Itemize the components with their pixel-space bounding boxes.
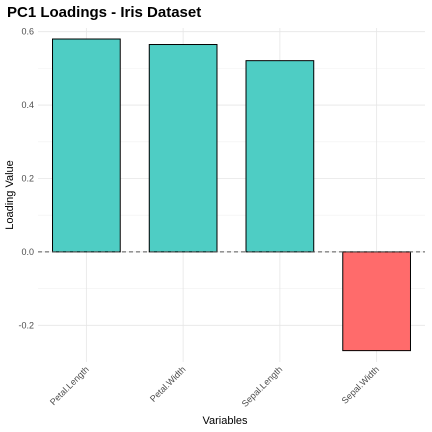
x-tick-label: Petal.Length [48,364,91,407]
x-tick-label: Petal.Width [148,364,188,404]
y-tick-label: 0.2 [21,173,34,183]
chart-title: PC1 Loadings - Iris Dataset [7,4,201,21]
y-axis-title: Loading Value [4,160,16,230]
x-axis-title: Variables [202,415,248,427]
y-tick-label: -0.2 [18,320,34,330]
y-tick-label: 0.4 [21,100,34,110]
bar-sepal-width [342,251,411,352]
bars [52,38,411,352]
y-tick-label: 0.6 [21,27,34,37]
x-axis-ticks: Petal.Length Petal.Width Sepal.Length Sepal… [48,364,381,409]
x-tick-label: Sepal.Width [340,364,381,405]
bar-petal-width [148,44,218,253]
y-axis-ticks: -0.2 0.0 0.2 0.4 0.6 [18,27,34,331]
bar-petal-length [52,38,121,253]
bar-sepal-length [245,60,315,253]
x-tick-label: Sepal.Length [240,364,285,409]
y-tick-label: 0.0 [21,247,34,257]
